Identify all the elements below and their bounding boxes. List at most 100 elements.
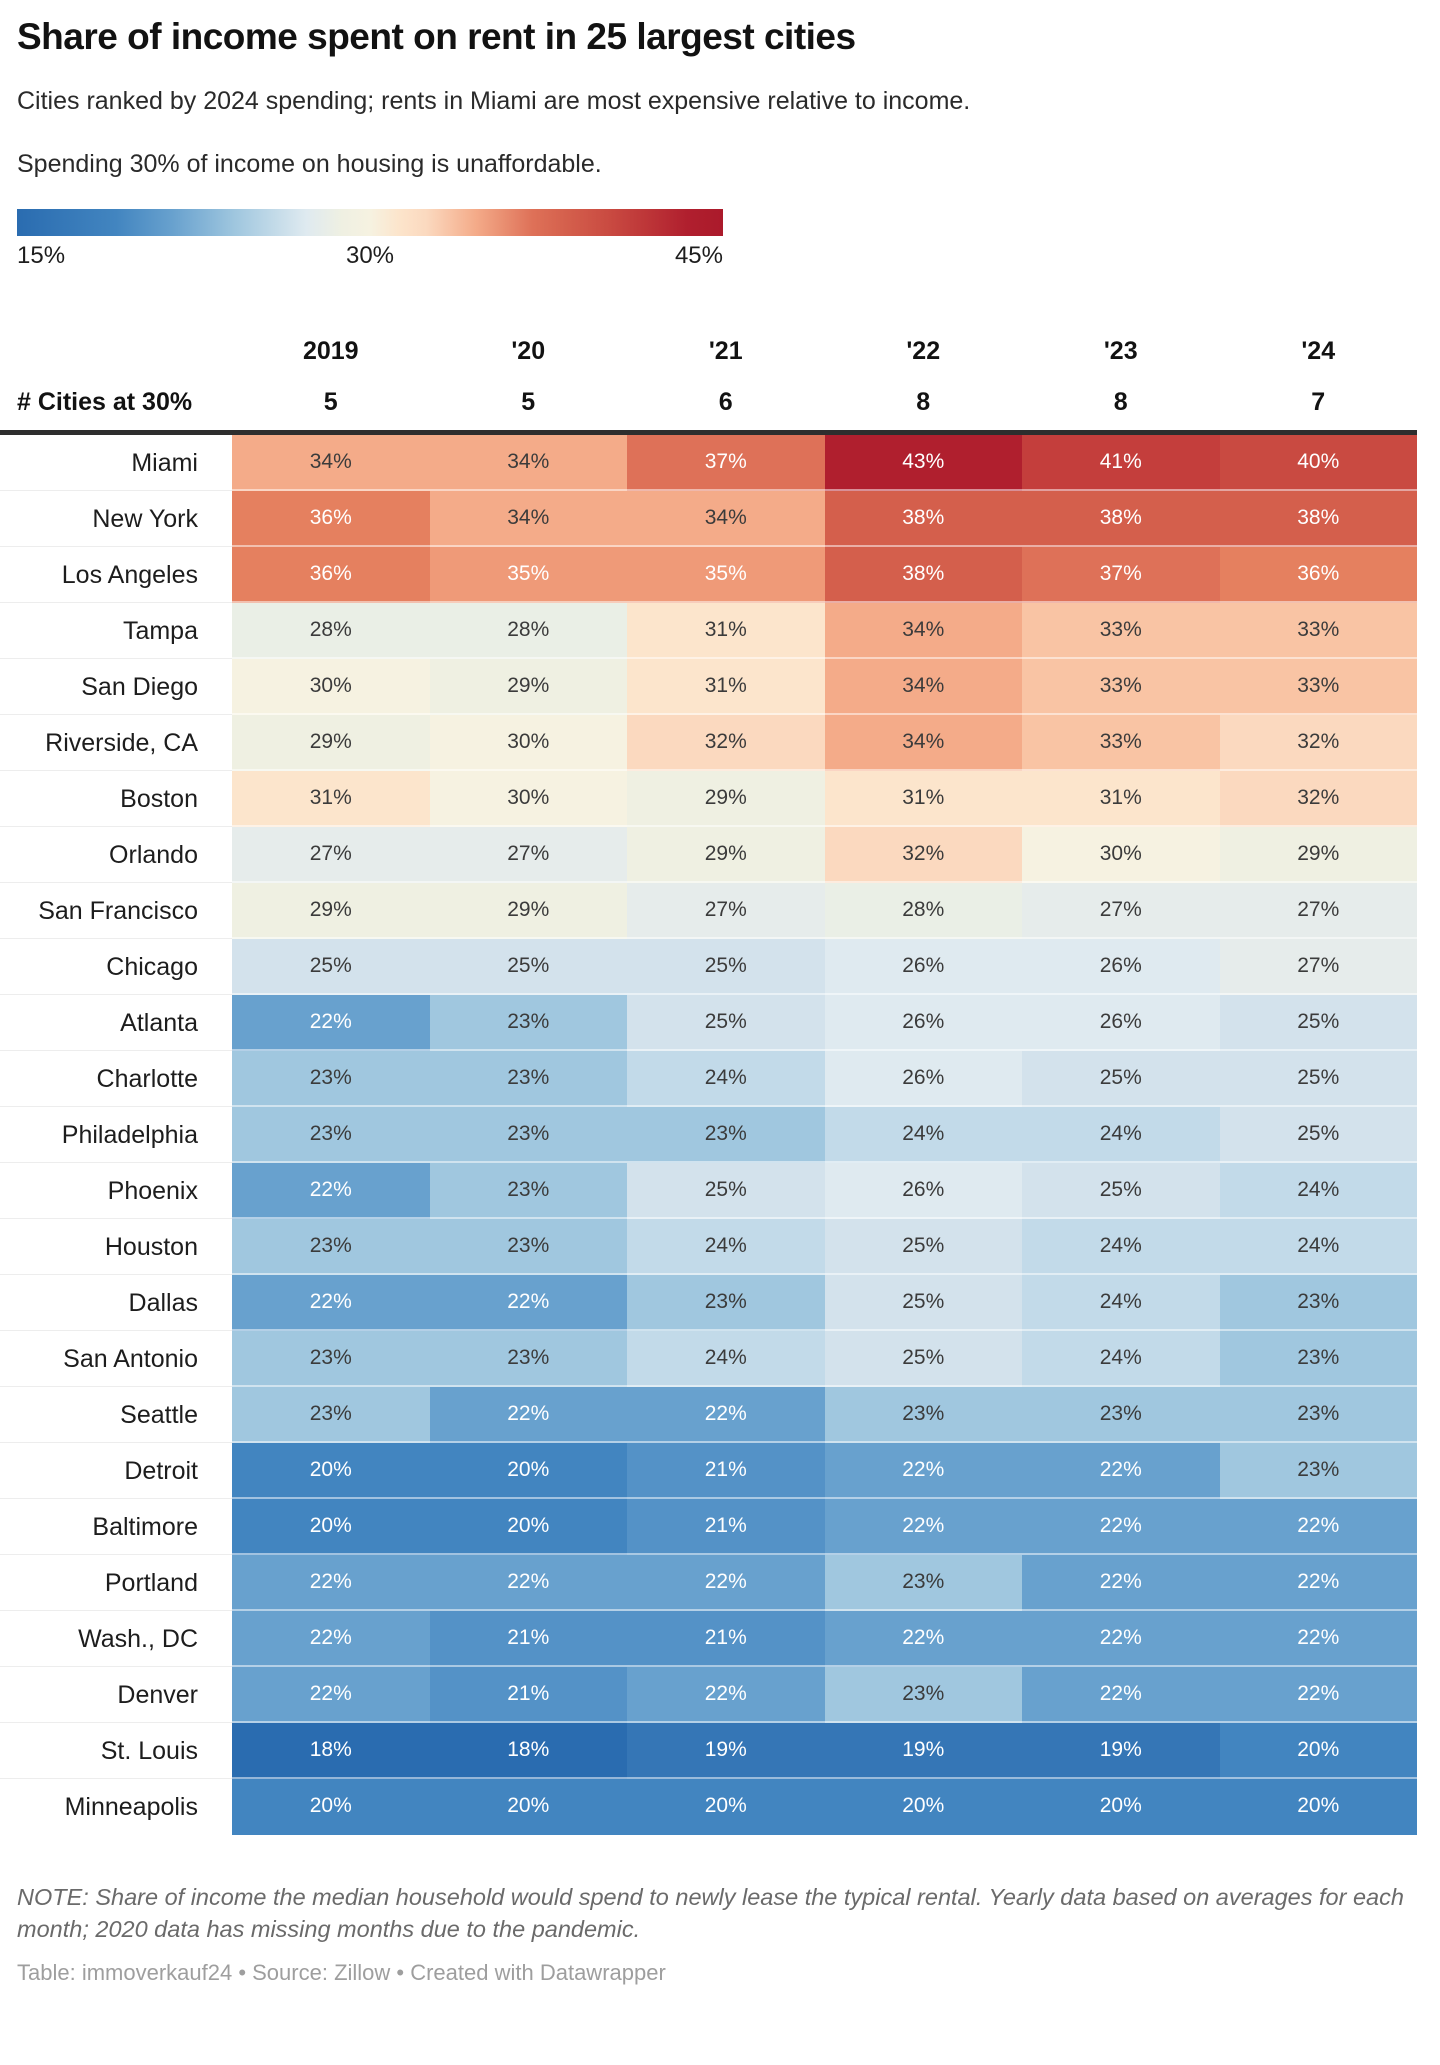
- heat-cell: 23%: [429, 1050, 627, 1107]
- heat-cell: 23%: [1022, 1386, 1220, 1443]
- cities-at-30-count: 5: [323, 388, 338, 417]
- heat-cell: 20%: [232, 1442, 430, 1499]
- heat-cell: 24%: [1219, 1218, 1417, 1275]
- heat-cell: 23%: [232, 1050, 430, 1107]
- heat-cell: 22%: [627, 1386, 825, 1443]
- heat-cell: 21%: [627, 1498, 825, 1555]
- heat-cell: 27%: [429, 826, 627, 883]
- city-label: Philadelphia: [0, 1106, 232, 1163]
- heat-cell: 30%: [232, 658, 430, 715]
- heat-cell: 34%: [429, 490, 627, 547]
- year-header: '24: [1301, 337, 1336, 366]
- table-row: Boston 31% 30% 29% 31% 31% 32%: [0, 770, 1417, 827]
- heat-cell: 33%: [1219, 658, 1417, 715]
- page-title: Share of income spent on rent in 25 larg…: [17, 16, 856, 57]
- heat-cell: 27%: [627, 882, 825, 939]
- heat-cell: 23%: [1219, 1274, 1417, 1331]
- legend-mid-label: 30%: [345, 241, 395, 269]
- heat-cell: 38%: [824, 490, 1022, 547]
- heat-cell: 20%: [1022, 1778, 1220, 1835]
- heat-cell: 22%: [232, 1274, 430, 1331]
- city-label: San Antonio: [0, 1330, 232, 1387]
- heat-cell: 20%: [429, 1778, 627, 1835]
- heat-cell: 34%: [232, 434, 430, 491]
- heat-cell: 24%: [627, 1050, 825, 1107]
- city-label: Atlanta: [0, 994, 232, 1051]
- heat-cell: 23%: [429, 1330, 627, 1387]
- heat-cell: 19%: [1022, 1722, 1220, 1779]
- heat-cell: 24%: [627, 1330, 825, 1387]
- heat-cell: 22%: [1022, 1666, 1220, 1723]
- city-label: San Francisco: [0, 882, 232, 939]
- legend-min-label: 15%: [17, 241, 66, 269]
- heat-cell: 28%: [232, 602, 430, 659]
- heat-cell: 41%: [1022, 434, 1220, 491]
- heat-cell: 38%: [824, 546, 1022, 603]
- table-row: Miami 34% 34% 37% 43% 41% 40%: [0, 434, 1417, 491]
- affordability-callout: Spending 30% of income on housing is una…: [17, 149, 602, 178]
- heat-cell: 22%: [1219, 1498, 1417, 1555]
- heat-cell: 28%: [429, 602, 627, 659]
- table-row: New York 36% 34% 34% 38% 38% 38%: [0, 490, 1417, 547]
- table-row: Dallas 22% 22% 23% 25% 24% 23%: [0, 1274, 1417, 1331]
- heat-cell: 30%: [429, 770, 627, 827]
- heat-cell: 33%: [1022, 602, 1220, 659]
- heat-cell: 26%: [824, 1050, 1022, 1107]
- heat-cell: 22%: [824, 1610, 1022, 1667]
- heat-cell: 35%: [429, 546, 627, 603]
- city-label: Tampa: [0, 602, 232, 659]
- year-header: 2019: [302, 337, 359, 366]
- heat-cell: 37%: [1022, 546, 1220, 603]
- heat-cell: 29%: [627, 770, 825, 827]
- heat-cell: 22%: [429, 1386, 627, 1443]
- heat-cell: 18%: [232, 1722, 430, 1779]
- legend-max-label: 45%: [674, 241, 723, 269]
- city-label: Charlotte: [0, 1050, 232, 1107]
- heat-cell: 27%: [1022, 882, 1220, 939]
- heat-cell: 24%: [1022, 1218, 1220, 1275]
- heat-cell: 32%: [824, 826, 1022, 883]
- cities-at-30-count: 8: [1113, 388, 1128, 417]
- cities-at-30-label: # Cities at 30%: [17, 388, 193, 417]
- table-body: Miami 34% 34% 37% 43% 41% 40% New York 36% 34% 34%…: [0, 434, 1417, 1835]
- heat-cell: 29%: [627, 826, 825, 883]
- heat-cell: 24%: [1219, 1162, 1417, 1219]
- heat-cell: 25%: [627, 994, 825, 1051]
- table-row: Charlotte 23% 23% 24% 26% 25% 25%: [0, 1050, 1417, 1107]
- heat-cell: 30%: [1022, 826, 1220, 883]
- heat-cell: 25%: [1022, 1162, 1220, 1219]
- year-header: '23: [1103, 337, 1138, 366]
- table-row: Orlando 27% 27% 29% 32% 30% 29%: [0, 826, 1417, 883]
- city-label: Seattle: [0, 1386, 232, 1443]
- heat-cell: 29%: [429, 882, 627, 939]
- heat-cell: 22%: [627, 1554, 825, 1611]
- heat-cell: 40%: [1219, 434, 1417, 491]
- heat-cell: 20%: [232, 1498, 430, 1555]
- heat-cell: 23%: [824, 1666, 1022, 1723]
- table-row: Detroit 20% 20% 21% 22% 22% 23%: [0, 1442, 1417, 1499]
- heat-cell: 23%: [627, 1106, 825, 1163]
- heat-cell: 23%: [429, 1106, 627, 1163]
- heat-cell: 25%: [1219, 1106, 1417, 1163]
- heat-cell: 29%: [232, 882, 430, 939]
- heat-cell: 38%: [1022, 490, 1220, 547]
- heat-cell: 23%: [1219, 1386, 1417, 1443]
- city-label: Wash., DC: [0, 1610, 232, 1667]
- heat-cell: 36%: [1219, 546, 1417, 603]
- heat-cell: 25%: [1219, 1050, 1417, 1107]
- heat-cell: 31%: [1022, 770, 1220, 827]
- heat-cell: 34%: [429, 434, 627, 491]
- heat-cell: 29%: [429, 658, 627, 715]
- city-label: San Diego: [0, 658, 232, 715]
- heat-cell: 20%: [429, 1442, 627, 1499]
- datawrapper-table-chart: Share of income spent on rent in 25 larg…: [0, 16, 1417, 1985]
- heat-cell: 30%: [429, 714, 627, 771]
- heat-cell: 23%: [1219, 1330, 1417, 1387]
- table-row: Minneapolis 20% 20% 20% 20% 20% 20%: [0, 1778, 1417, 1835]
- table-row: Philadelphia 23% 23% 23% 24% 24% 25%: [0, 1106, 1417, 1163]
- table-row: Atlanta 22% 23% 25% 26% 26% 25%: [0, 994, 1417, 1051]
- heat-cell: 23%: [824, 1386, 1022, 1443]
- heat-cell: 25%: [1022, 1050, 1220, 1107]
- heat-cell: 22%: [232, 1610, 430, 1667]
- heat-cell: 20%: [1219, 1778, 1417, 1835]
